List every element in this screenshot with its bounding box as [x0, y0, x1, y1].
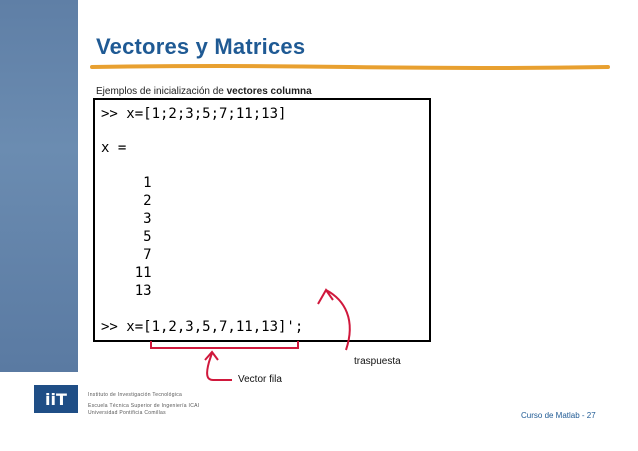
code-line: >> x=[1,2,3,5,7,11,13]'; [101, 319, 304, 335]
code-line: 2 [101, 193, 152, 209]
row-vector-brace [150, 341, 299, 349]
title-underline [90, 64, 610, 70]
subtitle-prefix: Ejemplos de inicialización de [96, 86, 227, 97]
transpose-arrowhead [317, 288, 334, 305]
sidebar-decoration [0, 0, 78, 372]
subtitle-bold: vectores columna [226, 86, 312, 97]
code-line: 5 [101, 229, 152, 245]
slide-subtitle: Ejemplos de inicialización de vectores c… [96, 86, 312, 97]
transpose-arrow [325, 289, 351, 351]
code-line: 7 [101, 247, 152, 263]
slide-footer: Curso de Matlab - 27 [521, 411, 596, 420]
institution-university: Universidad Pontificia Comillas [88, 410, 166, 416]
code-line: 3 [101, 211, 152, 227]
code-line: >> x=[1;2;3;5;7;11;13] [101, 106, 287, 122]
transpose-label: traspuesta [354, 356, 401, 367]
code-line: 11 [101, 265, 152, 281]
row-vector-label: Vector fila [238, 374, 282, 385]
institution-name: Instituto de Investigación Tecnológica [88, 392, 183, 398]
iit-logo: iiT [34, 385, 78, 413]
row-vector-arrow [206, 352, 232, 381]
code-line: x = [101, 140, 127, 156]
code-line: 1 [101, 175, 152, 191]
institution-school: Escuela Técnica Superior de Ingeniería I… [88, 403, 200, 409]
row-vector-arrowhead [204, 350, 219, 361]
code-box: >> x=[1;2;3;5;7;11;13] x = 1 2 3 5 7 11 … [93, 98, 431, 342]
code-line: 13 [101, 283, 152, 299]
slide-title: Vectores y Matrices [96, 34, 306, 59]
